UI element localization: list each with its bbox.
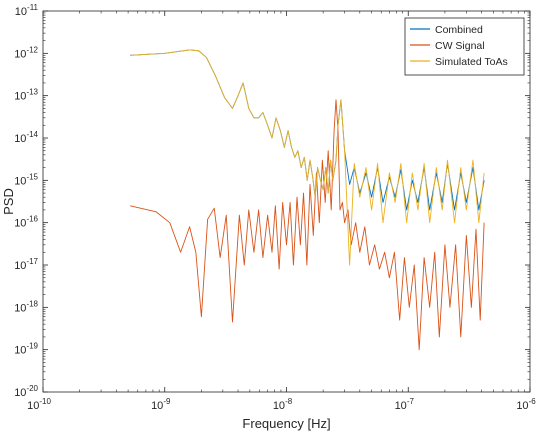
x-tick-label: 10-6 <box>516 397 536 412</box>
y-tick-label: 10-15 <box>14 172 38 187</box>
legend-items: Combined CW Signal Simulated ToAs <box>410 24 508 68</box>
x-tick-label: 10-8 <box>273 397 293 412</box>
ticks-layer <box>42 10 531 393</box>
series-line-2 <box>130 49 485 266</box>
y-tick-label: 10-19 <box>14 342 38 357</box>
legend-label-1: CW Signal <box>435 40 485 52</box>
series-line-1 <box>130 99 485 351</box>
y-tick-label: 10-17 <box>14 257 38 272</box>
y-tick-label: 10-11 <box>15 3 39 18</box>
x-tick-label: 10-10 <box>27 397 51 412</box>
legend: Combined CW Signal Simulated ToAs <box>404 17 525 76</box>
y-tick-label: 10-20 <box>14 384 38 399</box>
x-axis-title: Frequency [Hz] <box>242 416 330 431</box>
y-tick-label: 10-13 <box>14 88 38 103</box>
x-tick-label: 10-7 <box>395 397 415 412</box>
tick-labels-layer: 10-10 10-9 10-8 10-7 10-6 10-20 10-19 10-18 10-1… <box>14 3 536 412</box>
y-tick-label: 10-18 <box>14 299 38 314</box>
y-tick-label: 10-14 <box>14 130 38 145</box>
series-layer <box>130 49 485 351</box>
legend-label-0: Combined <box>435 24 483 36</box>
y-axis-title: PSD <box>1 188 16 215</box>
y-tick-label: 10-16 <box>14 215 38 230</box>
legend-box <box>404 17 525 76</box>
x-tick-label: 10-9 <box>151 397 171 412</box>
legend-label-2: Simulated ToAs <box>435 56 508 68</box>
y-tick-label: 10-12 <box>14 45 38 60</box>
